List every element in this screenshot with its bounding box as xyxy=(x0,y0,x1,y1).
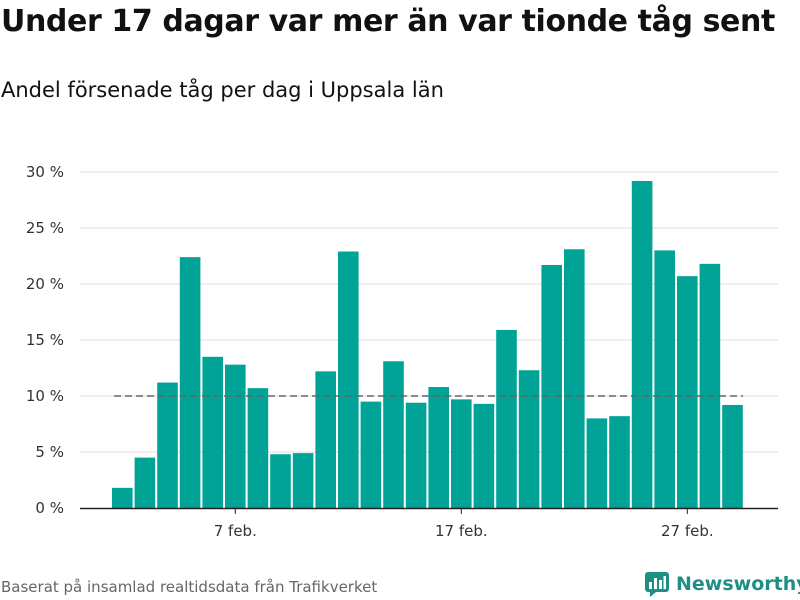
bar xyxy=(654,250,675,508)
bar xyxy=(202,356,223,508)
bar xyxy=(270,454,291,508)
bar xyxy=(383,361,404,508)
y-axis-ticks: 0 % 5 % 10 % 15 % 20 % 25 % 30 % xyxy=(26,163,64,517)
bar xyxy=(225,364,246,508)
bar xyxy=(157,382,178,508)
bar xyxy=(428,387,449,508)
newsworthy-logo-icon xyxy=(645,572,669,597)
bars xyxy=(112,180,743,508)
x-tick-label: 7 feb. xyxy=(214,522,257,540)
bar xyxy=(518,370,540,508)
bar xyxy=(112,487,133,508)
bar xyxy=(451,399,472,508)
bar xyxy=(473,403,495,508)
bar xyxy=(134,457,156,508)
y-tick-label: 30 % xyxy=(26,163,64,181)
newsworthy-logo[interactable]: Newsworthy xyxy=(644,570,800,598)
bar xyxy=(405,402,427,508)
logo-text: Newsworthy xyxy=(676,573,800,595)
chart-subtitle: Andel försenade tåg per dag i Uppsala lä… xyxy=(1,78,444,102)
bar xyxy=(338,251,359,508)
bar xyxy=(631,180,653,508)
bar xyxy=(677,276,698,508)
y-tick-label: 10 % xyxy=(26,387,64,405)
y-tick-label: 20 % xyxy=(26,275,64,293)
bar xyxy=(360,401,382,508)
bar xyxy=(315,371,336,508)
bar xyxy=(564,249,585,508)
bar xyxy=(247,388,269,508)
x-axis-ticks: 7 feb. 17 feb. 27 feb. xyxy=(214,508,714,540)
y-tick-label: 15 % xyxy=(26,331,64,349)
bar xyxy=(722,404,743,508)
y-tick-label: 5 % xyxy=(35,443,64,461)
bar xyxy=(609,416,630,508)
bar xyxy=(496,329,517,508)
y-tick-label: 0 % xyxy=(35,499,64,517)
y-tick-label: 25 % xyxy=(26,219,64,237)
bar xyxy=(179,257,201,508)
x-tick-label: 27 feb. xyxy=(661,522,714,540)
bar xyxy=(541,264,562,508)
bar xyxy=(292,453,314,508)
x-tick-label: 17 feb. xyxy=(435,522,488,540)
chart-title: Under 17 dagar var mer än var tionde tåg… xyxy=(1,4,775,39)
bar xyxy=(586,418,608,508)
source-note: Baserat på insamlad realtidsdata från Tr… xyxy=(1,578,378,596)
bar xyxy=(699,263,721,508)
